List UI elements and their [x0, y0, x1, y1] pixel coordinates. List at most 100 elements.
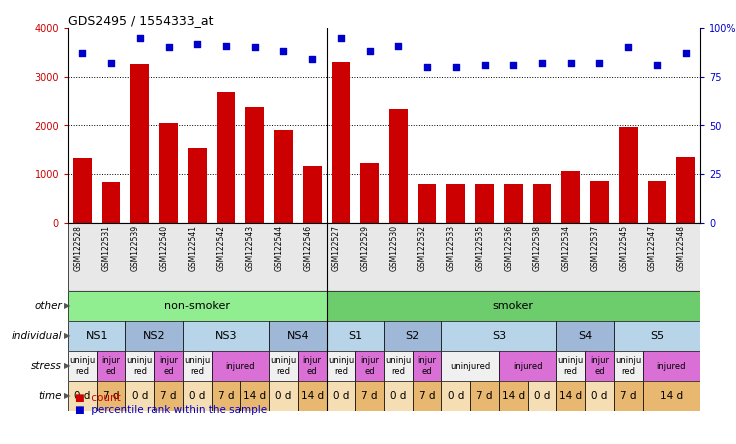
Bar	[528, 381, 556, 411]
Text: 7 d: 7 d	[476, 391, 493, 401]
Text: NS3: NS3	[215, 331, 237, 341]
Text: GSM122547: GSM122547	[648, 225, 657, 271]
Bar	[298, 381, 327, 411]
Bar	[125, 321, 183, 351]
Text: uninju
red: uninju red	[127, 356, 153, 376]
Bar	[447, 185, 465, 223]
Text: ■  percentile rank within the sample: ■ percentile rank within the sample	[75, 404, 267, 415]
Text: 14 d: 14 d	[243, 391, 266, 401]
Bar	[183, 381, 212, 411]
Text: time: time	[38, 391, 62, 401]
Text: GSM122541: GSM122541	[188, 225, 197, 271]
Bar	[442, 351, 499, 381]
Bar	[212, 351, 269, 381]
Point	[536, 59, 548, 67]
Point	[77, 50, 88, 57]
Bar	[327, 381, 355, 411]
Bar	[332, 62, 350, 223]
Text: injured: injured	[513, 361, 542, 370]
Text: GSM122533: GSM122533	[447, 225, 456, 271]
Text: GSM122538: GSM122538	[533, 225, 542, 271]
Bar	[183, 351, 212, 381]
Bar	[68, 321, 125, 351]
Bar	[418, 185, 436, 223]
Text: 0 d: 0 d	[390, 391, 406, 401]
Text: 14 d: 14 d	[300, 391, 324, 401]
Text: ■  count: ■ count	[75, 392, 121, 403]
Bar	[302, 166, 322, 223]
Bar	[68, 291, 327, 321]
Text: NS4: NS4	[286, 331, 309, 341]
Bar	[556, 351, 585, 381]
Text: non-smoker: non-smoker	[164, 301, 230, 311]
Bar	[585, 351, 614, 381]
Bar	[269, 351, 298, 381]
Bar	[159, 123, 178, 223]
Text: 14 d: 14 d	[559, 391, 582, 401]
Bar	[154, 381, 183, 411]
Text: GSM122536: GSM122536	[504, 225, 513, 271]
Text: GSM122534: GSM122534	[562, 225, 570, 271]
Text: GSM122548: GSM122548	[676, 225, 686, 271]
Bar	[614, 381, 643, 411]
Point	[105, 59, 117, 67]
Bar	[125, 381, 154, 411]
Text: 0 d: 0 d	[534, 391, 551, 401]
Text: uninju
red: uninju red	[558, 356, 584, 376]
Text: 0 d: 0 d	[132, 391, 148, 401]
Text: 7 d: 7 d	[419, 391, 435, 401]
Text: NS2: NS2	[143, 331, 166, 341]
Text: 0 d: 0 d	[447, 391, 464, 401]
Text: stress: stress	[31, 361, 62, 371]
Bar	[361, 163, 379, 223]
Text: GSM122531: GSM122531	[102, 225, 111, 271]
Text: ▶: ▶	[63, 301, 70, 310]
Point	[680, 50, 692, 57]
Bar	[590, 181, 609, 223]
Text: 7 d: 7 d	[160, 391, 177, 401]
Text: ▶: ▶	[63, 332, 70, 341]
Bar	[585, 381, 614, 411]
Text: uninju
red: uninju red	[184, 356, 210, 376]
Text: GSM122546: GSM122546	[303, 225, 312, 271]
Text: uninju
red: uninju red	[270, 356, 297, 376]
Bar	[154, 351, 183, 381]
Point	[593, 59, 605, 67]
Bar	[96, 351, 125, 381]
Text: S3: S3	[492, 331, 506, 341]
Text: GSM122543: GSM122543	[246, 225, 255, 271]
Bar	[125, 351, 154, 381]
Text: injur
ed: injur ed	[417, 356, 436, 376]
Text: injured: injured	[226, 361, 255, 370]
Bar	[442, 381, 470, 411]
Bar	[183, 321, 269, 351]
Text: S1: S1	[348, 331, 362, 341]
Bar	[298, 351, 327, 381]
Text: ▶: ▶	[63, 392, 70, 400]
Text: 0 d: 0 d	[74, 391, 91, 401]
Bar	[413, 351, 442, 381]
Text: 14 d: 14 d	[659, 391, 683, 401]
Bar	[188, 148, 207, 223]
Text: GSM122540: GSM122540	[160, 225, 169, 271]
Bar	[327, 351, 355, 381]
Text: injur
ed: injur ed	[102, 356, 121, 376]
Text: GSM122529: GSM122529	[361, 225, 369, 271]
Bar	[130, 64, 149, 223]
Text: 7 d: 7 d	[103, 391, 119, 401]
Point	[623, 44, 634, 51]
Bar	[648, 181, 666, 223]
Point	[450, 63, 461, 71]
Text: 7 d: 7 d	[218, 391, 234, 401]
Bar	[327, 291, 700, 321]
Bar	[470, 381, 499, 411]
Point	[335, 34, 347, 41]
Text: GSM122535: GSM122535	[475, 225, 484, 271]
Text: injur
ed: injur ed	[360, 356, 379, 376]
Point	[220, 42, 232, 49]
Bar	[274, 131, 293, 223]
Text: uninju
red: uninju red	[69, 356, 96, 376]
Bar	[533, 185, 551, 223]
Text: S2: S2	[406, 331, 420, 341]
Bar	[216, 92, 236, 223]
